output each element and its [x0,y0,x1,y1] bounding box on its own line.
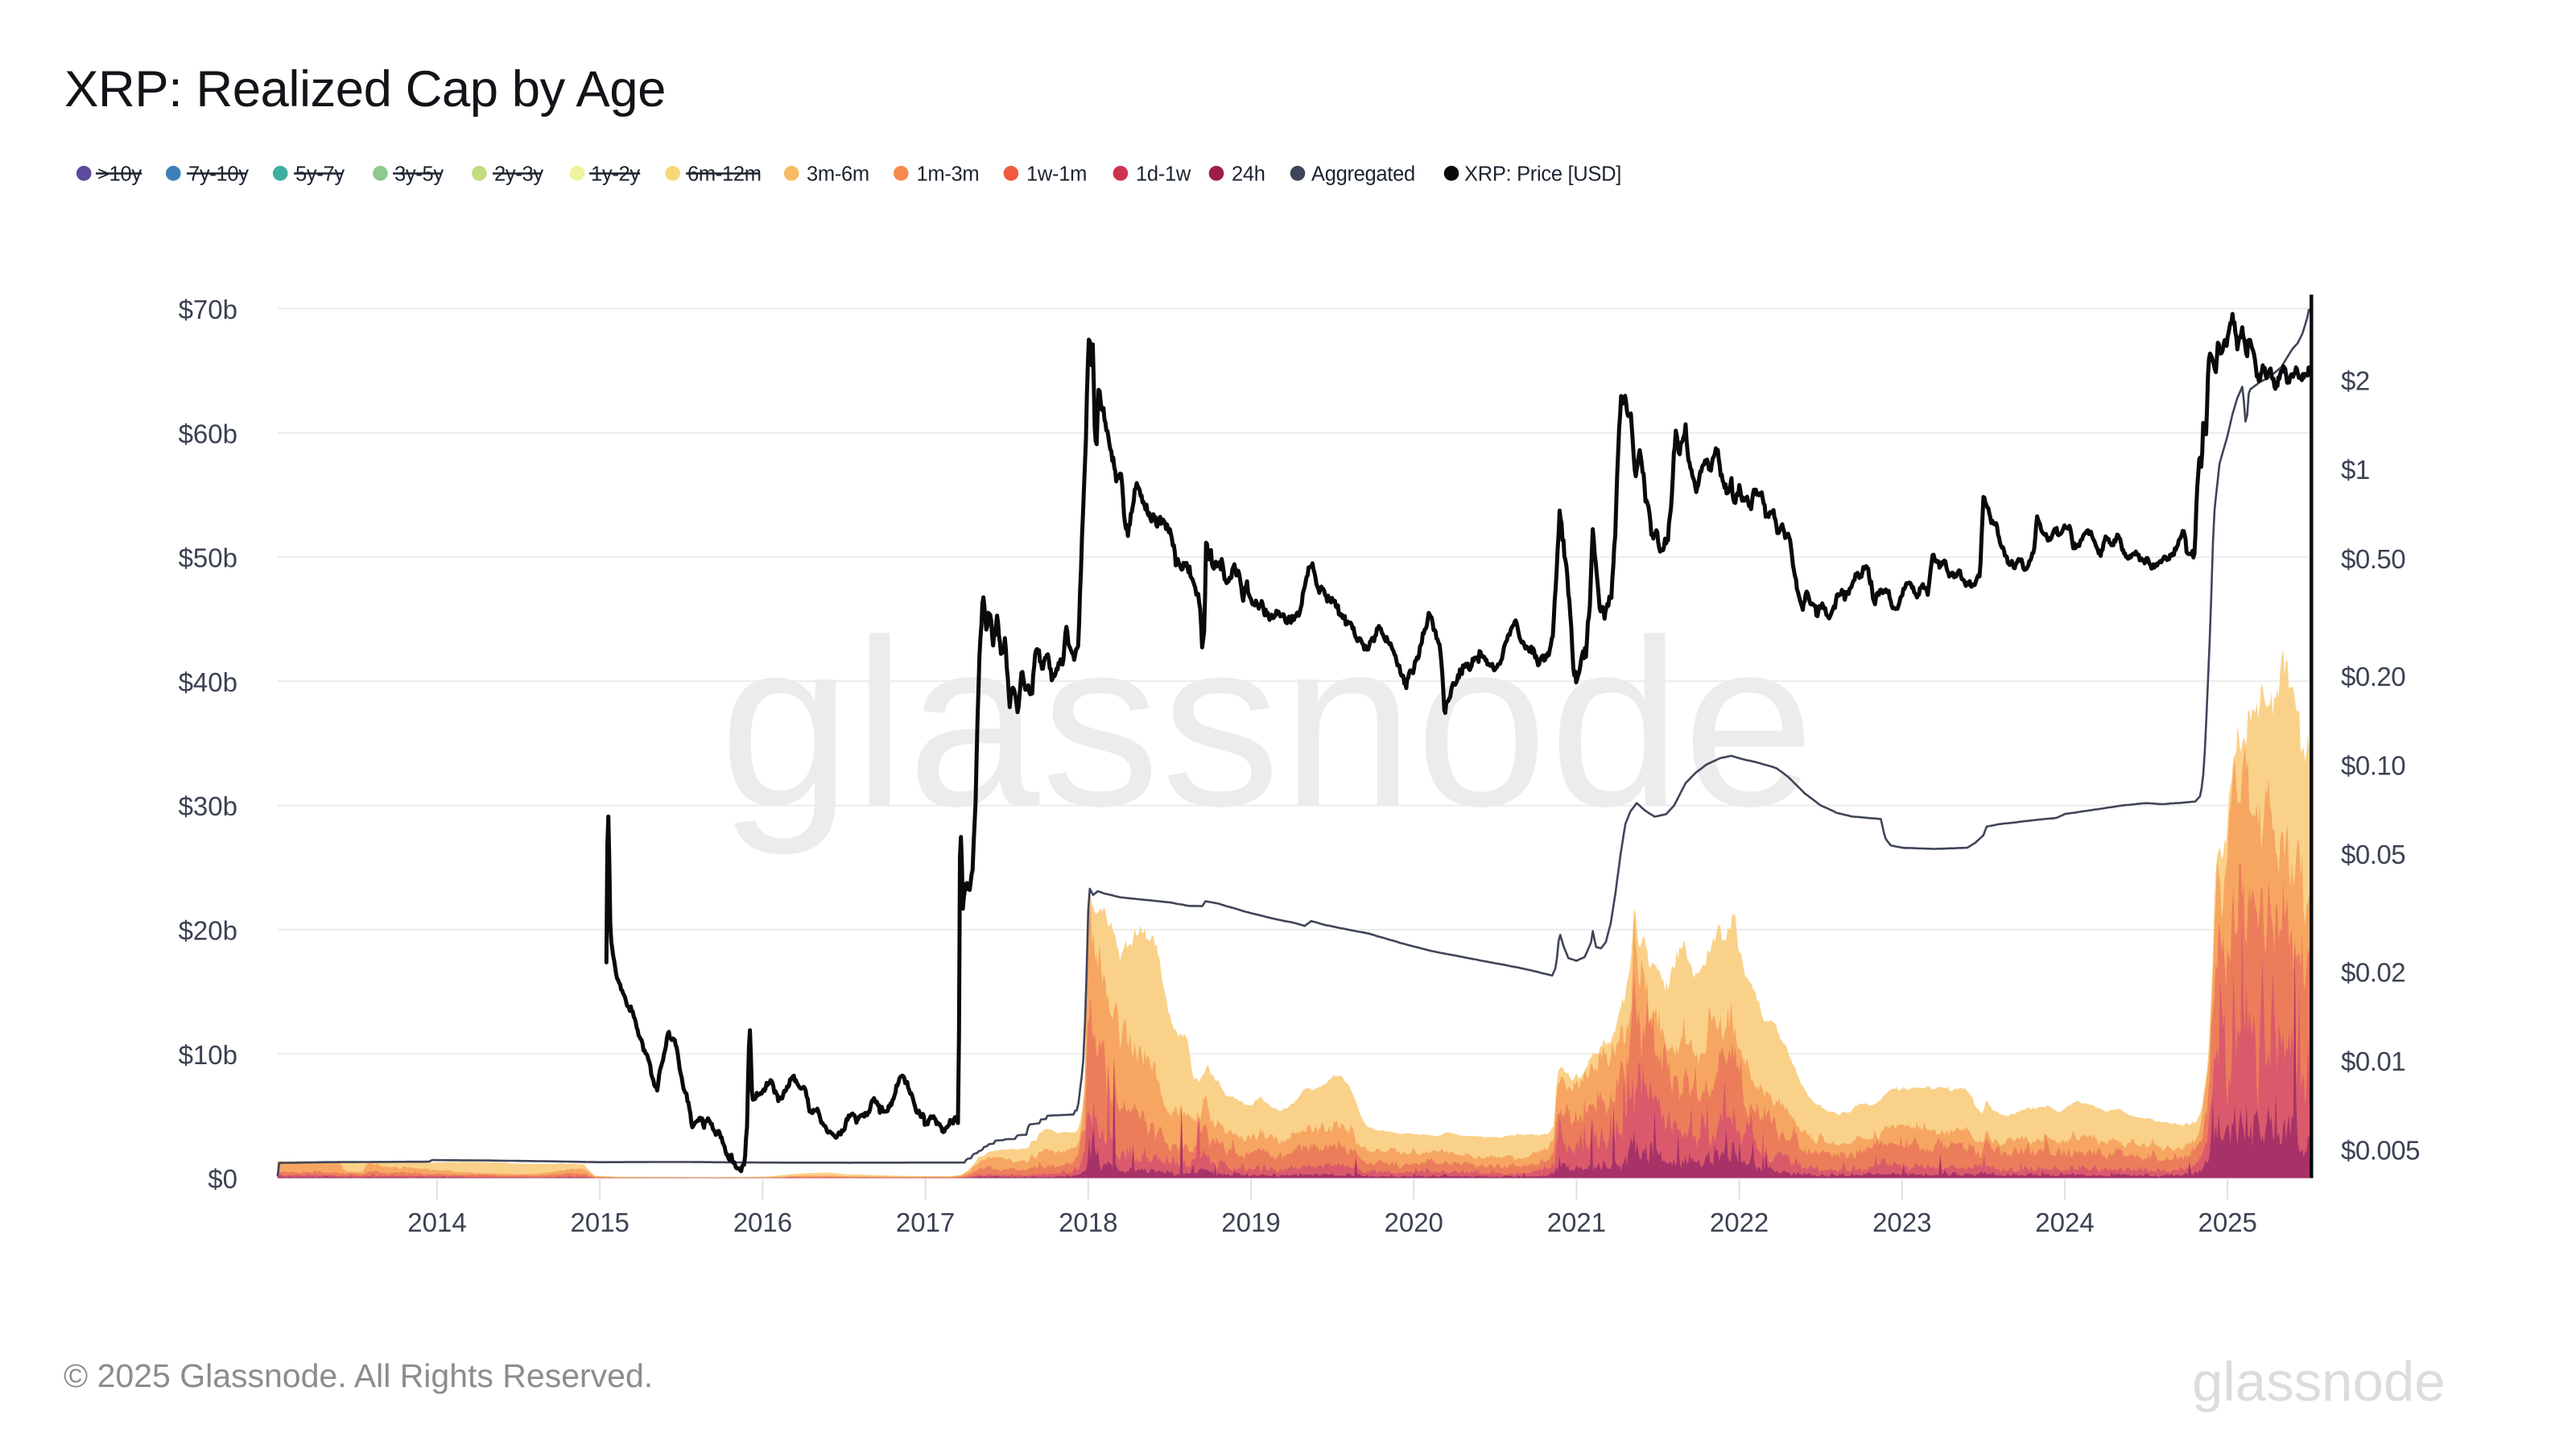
svg-text:$50b: $50b [179,543,237,573]
svg-text:$0.02: $0.02 [2341,957,2405,987]
svg-text:$1: $1 [2341,455,2370,485]
svg-text:1d-1w: 1d-1w [1136,163,1191,186]
svg-text:$2: $2 [2341,366,2370,396]
svg-text:$30b: $30b [179,791,237,821]
svg-text:$70b: $70b [179,295,237,324]
svg-text:2020: 2020 [1384,1207,1443,1237]
svg-text:2022: 2022 [1710,1207,1769,1237]
svg-text:2016: 2016 [733,1207,792,1237]
svg-text:$0.10: $0.10 [2341,751,2405,781]
svg-text:2023: 2023 [1872,1207,1931,1237]
svg-text:2014: 2014 [407,1207,466,1237]
svg-text:$40b: $40b [179,667,237,697]
svg-text:2017: 2017 [896,1207,955,1237]
svg-text:XRP: Price [USD]: XRP: Price [USD] [1464,163,1621,186]
svg-text:1m-3m: 1m-3m [917,163,980,186]
svg-text:glassnode: glassnode [2192,1351,2446,1413]
svg-text:© 2025 Glassnode. All Rights R: © 2025 Glassnode. All Rights Reserved. [64,1357,653,1394]
svg-text:3m-6m: 3m-6m [807,163,869,186]
svg-text:$0: $0 [208,1164,237,1194]
svg-text:2025: 2025 [2198,1207,2256,1237]
svg-text:2015: 2015 [570,1207,629,1237]
svg-text:glassnode: glassnode [720,590,1817,857]
svg-text:2021: 2021 [1547,1207,1606,1237]
svg-text:$0.005: $0.005 [2341,1136,2420,1166]
svg-text:$0.50: $0.50 [2341,544,2405,574]
svg-text:2018: 2018 [1059,1207,1117,1237]
svg-text:2024: 2024 [2035,1207,2094,1237]
svg-text:24h: 24h [1232,163,1265,186]
svg-text:$60b: $60b [179,419,237,448]
svg-text:Aggregated: Aggregated [1311,163,1415,186]
svg-text:$0.01: $0.01 [2341,1046,2405,1076]
svg-text:XRP: Realized Cap by Age: XRP: Realized Cap by Age [64,61,666,118]
svg-text:$0.20: $0.20 [2341,662,2405,691]
svg-text:$10b: $10b [179,1040,237,1070]
svg-text:2019: 2019 [1221,1207,1280,1237]
svg-text:$0.05: $0.05 [2341,840,2405,869]
svg-text:1w-1m: 1w-1m [1026,163,1087,186]
svg-text:$20b: $20b [179,916,237,946]
